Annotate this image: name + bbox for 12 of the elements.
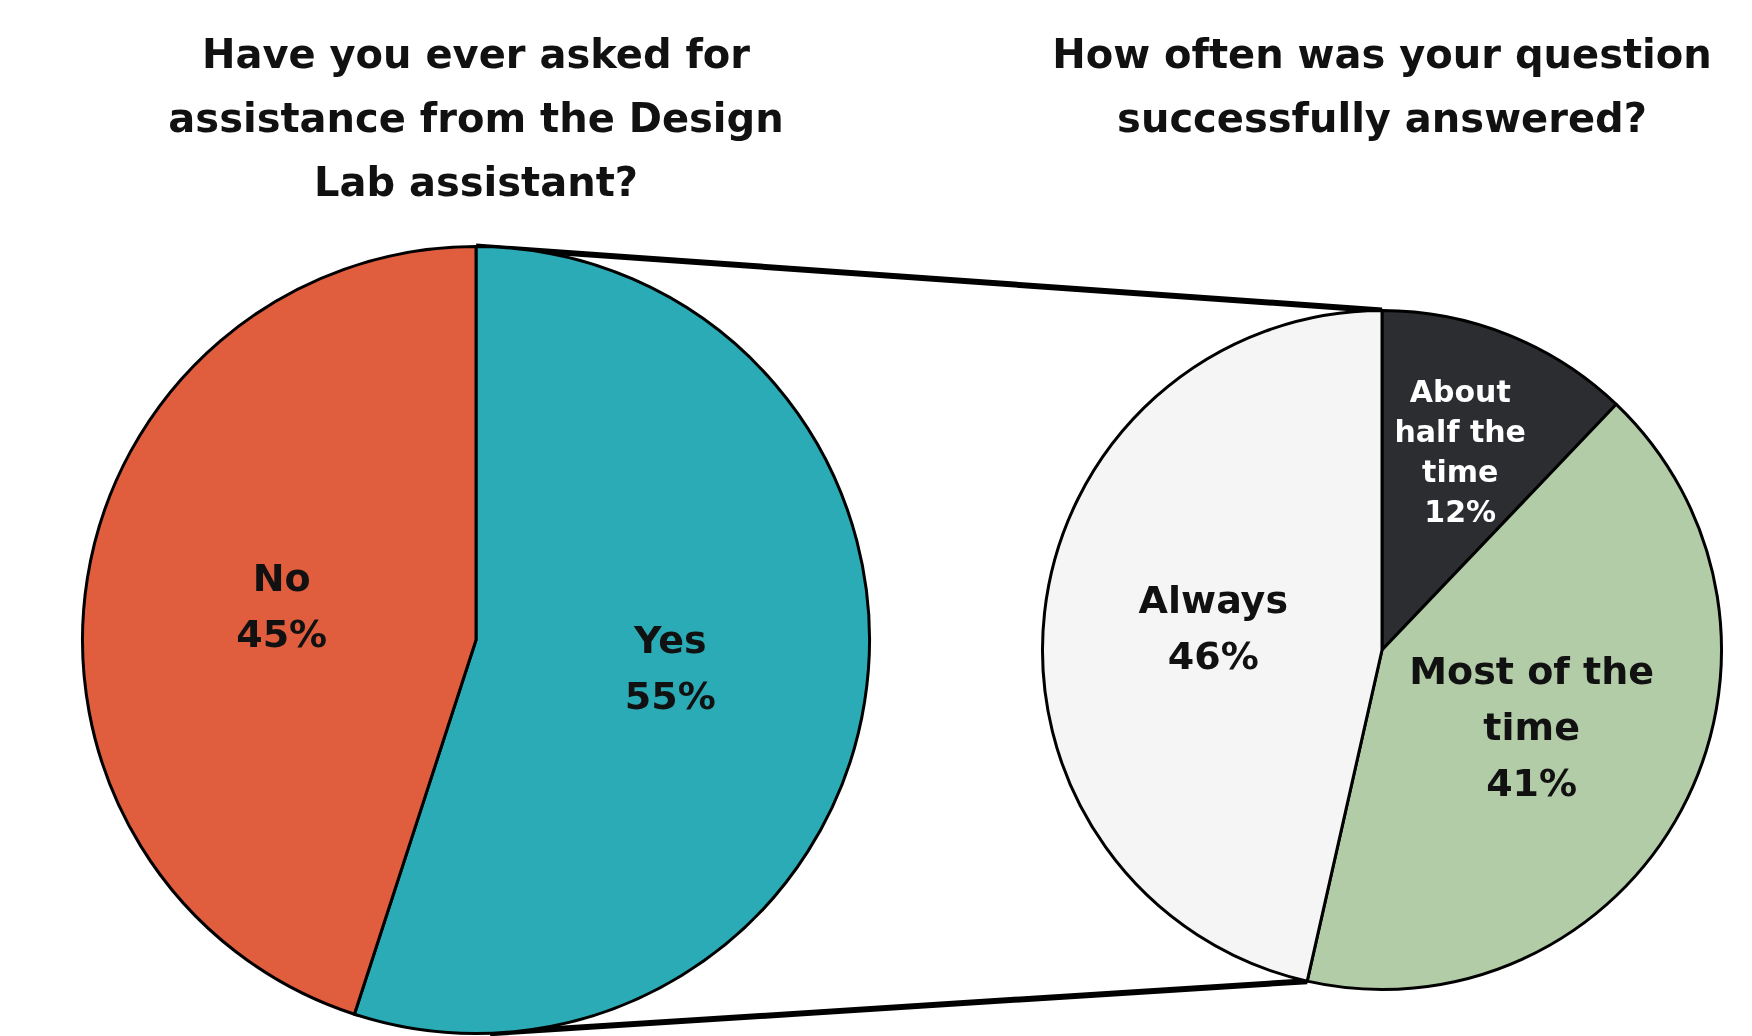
data-label: 55% <box>624 673 716 718</box>
slice-label: Most of the time <box>1409 649 1655 750</box>
slice-label: Yes <box>633 617 707 662</box>
slice-label: No <box>252 556 311 601</box>
data-label: 45% <box>236 612 328 657</box>
data-label: 12% <box>1424 494 1497 530</box>
slice-label: Always <box>1138 578 1288 623</box>
slice-label: About half the time <box>1394 374 1526 490</box>
chart-title: How often was your question successfully answered? <box>1051 30 1713 143</box>
data-label: 41% <box>1486 761 1578 806</box>
chart-title: Have you ever asked for assistance from the Design Lab assistant? <box>167 30 785 207</box>
data-label: 46% <box>1167 634 1259 679</box>
